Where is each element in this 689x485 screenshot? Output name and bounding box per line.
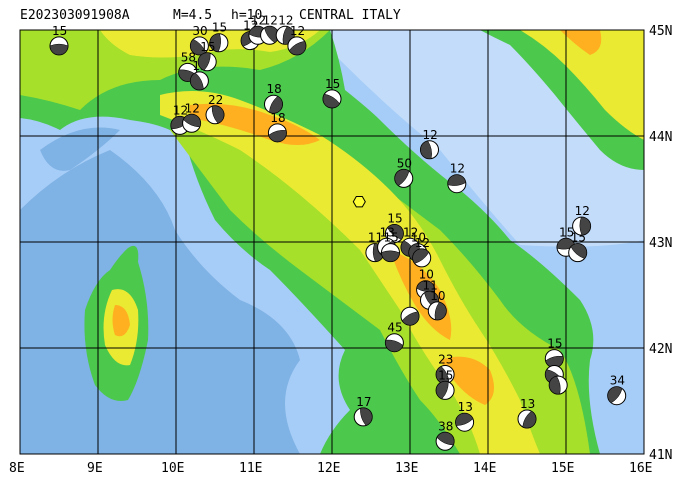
lon-label-15e: 15E <box>551 461 574 476</box>
focal-mechanisms: 1530151212121212581515121222181815125012… <box>49 13 627 451</box>
mechanism-depth-label: 13 <box>458 400 473 414</box>
mountain-south <box>440 356 494 405</box>
mechanism-depth-label: 12 <box>173 103 188 117</box>
lon-label-16e: 16E <box>629 461 652 476</box>
mechanism-depth-label: 15 <box>200 40 215 54</box>
focal-mechanism-beachball <box>381 243 400 263</box>
mechanism-depth-label: 30 <box>192 24 207 38</box>
mechanism-depth-label: 15 <box>52 24 67 38</box>
mechanism-depth-label: 23 <box>438 353 453 367</box>
lon-label-14e: 14E <box>473 461 496 476</box>
focal-mechanism-beachball <box>544 349 564 369</box>
mechanism-depth-label: 15 <box>559 225 574 239</box>
focal-mechanism-beachball <box>447 174 467 194</box>
mechanism-depth-label: 13 <box>380 225 395 239</box>
focal-mechanism-beachball <box>435 431 455 451</box>
mechanism-depth-label: 12 <box>278 13 293 27</box>
focal-mechanism-beachball <box>394 168 414 188</box>
focal-mechanism-beachball <box>420 140 439 160</box>
lat-label-44n: 44N <box>649 130 672 145</box>
focal-mechanism-beachball <box>572 216 592 236</box>
focal-mechanism-beachball <box>435 365 455 384</box>
focal-mechanism-beachball <box>353 407 373 427</box>
mechanism-depth-label: 18 <box>270 111 285 125</box>
lon-label-10e: 10E <box>161 461 184 476</box>
mechanism-depth-label: 12 <box>403 225 418 239</box>
mechanism-depth-label: 22 <box>208 93 223 107</box>
target-event <box>352 196 366 208</box>
focal-mechanism-beachball <box>568 243 588 263</box>
focal-mechanism-beachball <box>548 375 568 395</box>
mechanism-depth-label: 12 <box>251 13 266 27</box>
mechanism-depth-label: 12 <box>423 128 438 142</box>
focal-mechanism-beachball <box>517 409 537 429</box>
lon-label-11e: 11E <box>239 461 262 476</box>
focal-mechanism-beachball <box>264 94 283 114</box>
lat-label-45n: 45N <box>649 24 672 39</box>
map-title-event-id: E202303091908A <box>20 8 130 23</box>
focal-mechanism-beachball <box>435 380 455 400</box>
mechanism-depth-label: 10 <box>430 289 445 303</box>
lat-label-43n: 43N <box>649 236 672 251</box>
map-title-region: CENTRAL ITALY <box>299 8 401 23</box>
deep-sea-tyrrhenian <box>20 150 300 454</box>
focal-mechanism-beachball <box>267 123 287 143</box>
focal-mechanism-beachball <box>427 301 447 321</box>
mechanism-depth-label: 15 <box>212 21 227 35</box>
mechanism-depth-label: 15 <box>547 337 562 351</box>
mechanism-depth-label: 15 <box>387 212 402 226</box>
mechanism-depth-label: 58 <box>181 50 196 64</box>
focal-mechanism-beachball <box>49 36 69 56</box>
mechanism-depth-label: 10 <box>411 231 426 245</box>
mechanism-depth-label: 12 <box>575 204 590 218</box>
focal-mechanism-beachball <box>189 71 209 91</box>
focal-mechanism-beachball <box>189 36 209 56</box>
croatia-upland <box>520 30 644 140</box>
mechanism-depth-label: 17 <box>356 395 371 409</box>
mechanism-depth-label: 11 <box>368 231 383 245</box>
focal-mechanism-beachball <box>400 306 420 326</box>
focal-mechanism-beachball <box>384 333 404 353</box>
mechanism-depth-label: 15 <box>384 231 399 245</box>
mechanism-depth-label: 15 <box>438 368 453 382</box>
mechanism-depth-label: 38 <box>438 419 453 433</box>
mechanism-depth-label: 12 <box>185 101 200 115</box>
lat-label-41n: 41N <box>649 448 672 463</box>
lon-label-9e: 9E <box>87 461 103 476</box>
lon-label-13e: 13E <box>395 461 418 476</box>
focal-mechanism-beachball <box>322 89 342 109</box>
mechanism-depth-label: 13 <box>520 397 535 411</box>
focal-mechanism-beachball <box>197 52 217 72</box>
map-title-depth: h=10 <box>231 8 262 23</box>
map-title-magnitude: M=4.5 <box>173 8 212 23</box>
mechanism-depth-label: 15 <box>325 77 340 91</box>
focal-mechanism-beachball <box>205 105 225 125</box>
mechanism-depth-label: 12 <box>290 24 305 38</box>
focal-mechanism-beachball <box>412 248 432 268</box>
focal-mechanism-beachball <box>455 412 475 432</box>
mechanism-depth-label: 10 <box>419 268 434 282</box>
mechanism-depth-label: 50 <box>397 156 412 170</box>
mechanism-depth-label: 11 <box>423 278 438 292</box>
lon-labels: 8E 9E 10E 11E 12E 13E 14E 15E 16E <box>9 461 652 476</box>
lat-label-42n: 42N <box>649 342 672 357</box>
focal-mechanism-beachball <box>209 33 229 53</box>
deep-sea-ligurian <box>40 127 120 171</box>
mechanism-depth-label: 18 <box>267 82 282 96</box>
lon-label-8e: 8E <box>9 461 25 476</box>
focal-mechanism-beachball <box>182 113 202 133</box>
mechanism-depth-label: 45 <box>387 321 402 335</box>
lat-labels: 45N 44N 43N 42N 41N <box>649 24 672 463</box>
mechanism-depth-label: 12 <box>263 13 278 27</box>
mechanism-depth-label: 34 <box>610 374 625 388</box>
target-event-hexagon <box>352 196 366 208</box>
croatia-mountain <box>560 30 602 55</box>
corsica-mountain <box>112 305 130 337</box>
focal-mechanism-beachball <box>607 386 627 406</box>
lon-label-12e: 12E <box>317 461 340 476</box>
mechanism-depth-label: 12 <box>415 236 430 250</box>
mechanism-depth-label: 12 <box>450 162 465 176</box>
focal-mechanism-beachball <box>287 36 307 56</box>
